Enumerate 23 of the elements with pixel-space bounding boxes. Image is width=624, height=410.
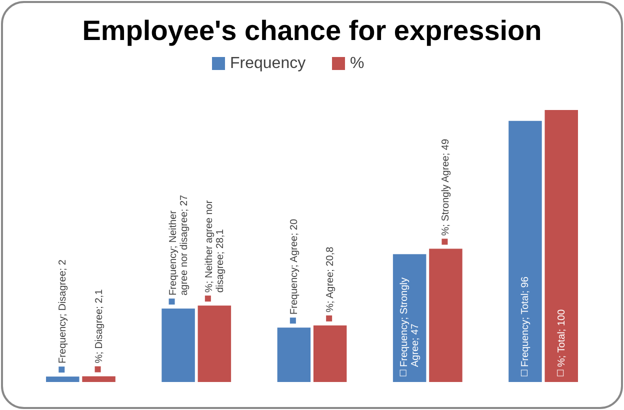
- data-label: Frequency; Agree; 20: [288, 218, 300, 315]
- data-label: %; Neither agree nor disagree; 28,1: [204, 200, 226, 293]
- data-label: %; Strongly Agree; 49: [440, 138, 452, 236]
- legend-label: %: [350, 55, 364, 72]
- bar: [82, 376, 116, 382]
- data-label: Frequency; Neither agree nor disagree; 27: [168, 194, 190, 296]
- bar: [544, 110, 578, 382]
- data-label: %; Total; 100: [556, 308, 568, 367]
- bar: [313, 325, 347, 382]
- data-label: Frequency; Disagree; 2: [58, 259, 69, 364]
- bar: [277, 328, 311, 382]
- legend-label: Frequency: [230, 55, 306, 72]
- chart-title: Employee's chance for expression: [82, 15, 542, 46]
- data-label: Frequency; Strongly Agree; 47: [399, 278, 422, 367]
- bar: [198, 306, 232, 382]
- bar: [46, 376, 80, 382]
- data-label: %; Agree; 20,8: [325, 246, 336, 312]
- bar: [162, 308, 195, 382]
- bar: [429, 248, 462, 382]
- bar: [392, 254, 426, 382]
- data-label: Frequency; Total; 96: [520, 276, 532, 367]
- data-label: %; Disagree; 2,1: [94, 288, 105, 364]
- bar: [508, 120, 542, 382]
